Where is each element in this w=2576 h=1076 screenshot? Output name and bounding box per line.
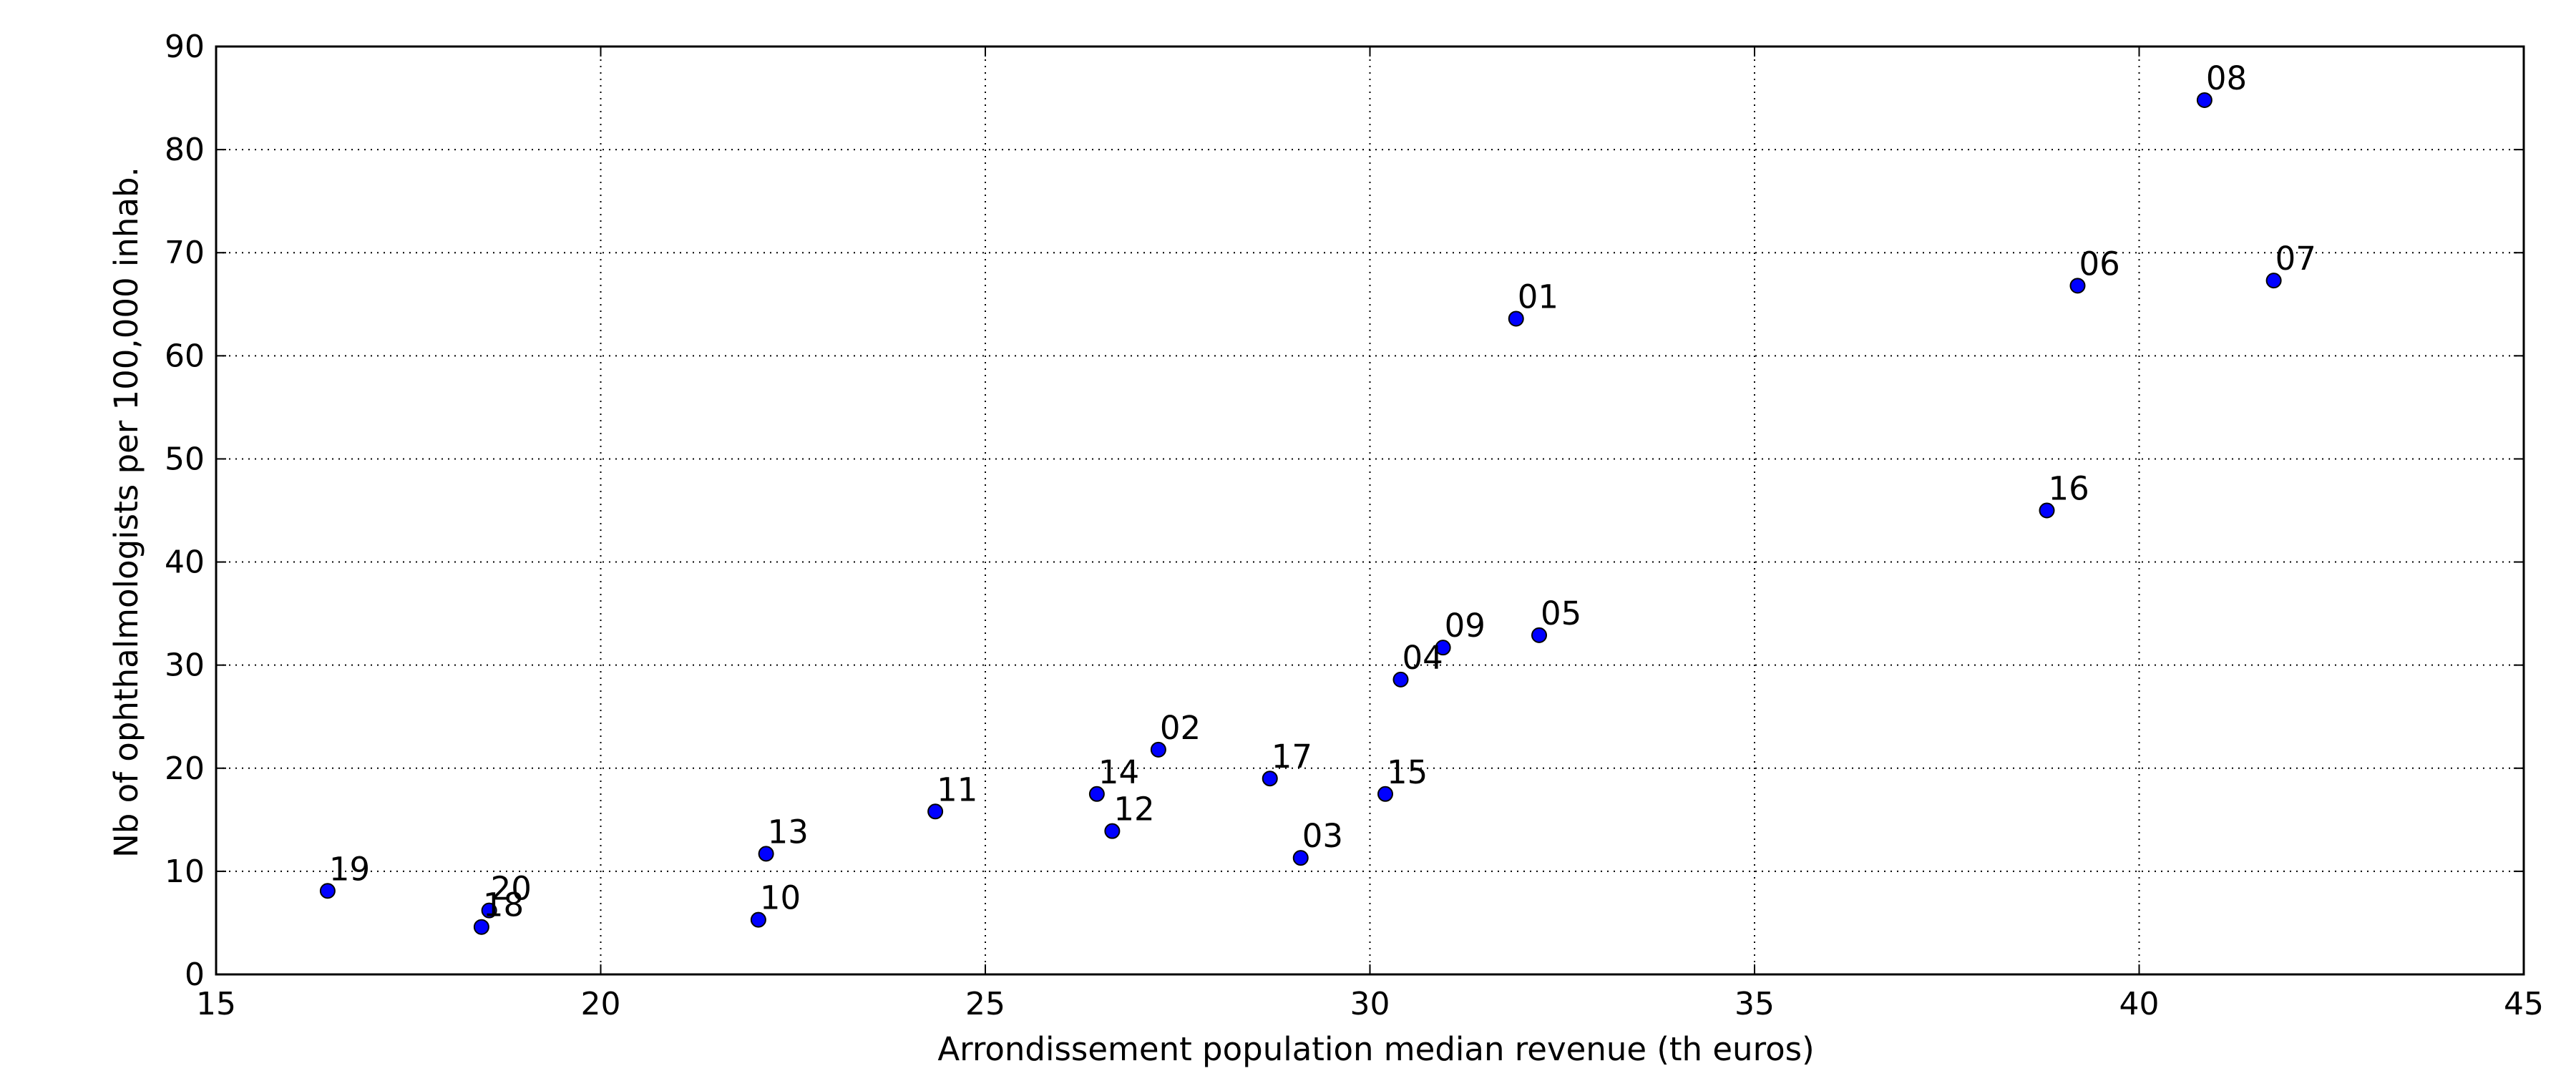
data-point xyxy=(1508,310,1524,327)
data-point-label: 11 xyxy=(937,771,977,808)
x-tick-label: 15 xyxy=(196,986,236,1022)
data-point-label: 17 xyxy=(1272,738,1312,776)
data-point xyxy=(1392,671,1409,688)
data-point-label: 01 xyxy=(1518,278,1558,316)
data-point xyxy=(1262,771,1278,787)
data-point-label: 19 xyxy=(329,850,370,888)
y-tick-label: 80 xyxy=(165,132,205,168)
y-tick-label: 10 xyxy=(165,854,205,890)
x-axis-label: Arrondissement population median revenue… xyxy=(937,1030,1814,1068)
x-tick-label: 45 xyxy=(2504,986,2544,1022)
x-tick-label: 40 xyxy=(2119,986,2160,1022)
y-tick-label: 70 xyxy=(165,235,205,271)
data-point xyxy=(927,803,944,820)
data-point-label: 03 xyxy=(1302,817,1343,855)
data-point-label: 09 xyxy=(1445,607,1485,645)
y-tick-label: 50 xyxy=(165,441,205,477)
data-point-label: 06 xyxy=(2079,245,2120,283)
x-tick-label: 25 xyxy=(965,986,1005,1022)
data-point xyxy=(1531,627,1547,643)
data-point-label: 13 xyxy=(768,813,809,851)
x-tick-label: 30 xyxy=(1350,986,1390,1022)
y-tick-label: 60 xyxy=(165,338,205,374)
data-point xyxy=(481,902,497,919)
data-point-label: 08 xyxy=(2206,59,2247,97)
point-labels: 01 02 03 04 05 06 07 08 09 10 11 12 13 14 15 16 17 18 19 20 xyxy=(329,59,2316,924)
data-point xyxy=(1088,786,1105,802)
y-axis-label: Nb of ophthalmologists per 100,000 inhab… xyxy=(107,167,145,858)
y-tick-label: 0 xyxy=(185,957,205,993)
data-point xyxy=(1150,741,1166,758)
data-point-label: 18 xyxy=(483,886,524,924)
x-tick-label: 20 xyxy=(581,986,621,1022)
data-point xyxy=(1435,640,1451,656)
data-point-label: 10 xyxy=(760,879,801,917)
data-point-label: 05 xyxy=(1541,595,1581,632)
grid-lines xyxy=(216,47,2524,974)
data-point xyxy=(319,883,336,899)
y-tick-label: 30 xyxy=(165,647,205,684)
data-point-label: 14 xyxy=(1098,753,1139,791)
data-point-label: 04 xyxy=(1402,639,1443,677)
data-point-label: 02 xyxy=(1160,709,1201,747)
data-point xyxy=(473,919,489,935)
data-point xyxy=(750,911,766,928)
y-tick-label: 40 xyxy=(165,544,205,581)
data-point xyxy=(1104,823,1121,839)
data-point-label: 16 xyxy=(2049,470,2089,508)
data-point xyxy=(758,846,774,862)
y-tick-label: 90 xyxy=(165,29,205,65)
y-tick-label: 20 xyxy=(165,750,205,787)
data-point-label: 20 xyxy=(491,870,532,908)
data-point xyxy=(2069,278,2086,294)
data-points xyxy=(319,92,2282,935)
data-point-label: 15 xyxy=(1387,753,1428,791)
data-point xyxy=(2039,502,2055,519)
data-point xyxy=(1377,786,1393,802)
data-point xyxy=(1292,850,1309,866)
data-point xyxy=(2265,273,2282,289)
data-point-label: 12 xyxy=(1113,791,1154,828)
x-tick-label: 35 xyxy=(1735,986,1775,1022)
data-point xyxy=(2196,92,2212,108)
data-point-label: 07 xyxy=(2275,240,2316,278)
